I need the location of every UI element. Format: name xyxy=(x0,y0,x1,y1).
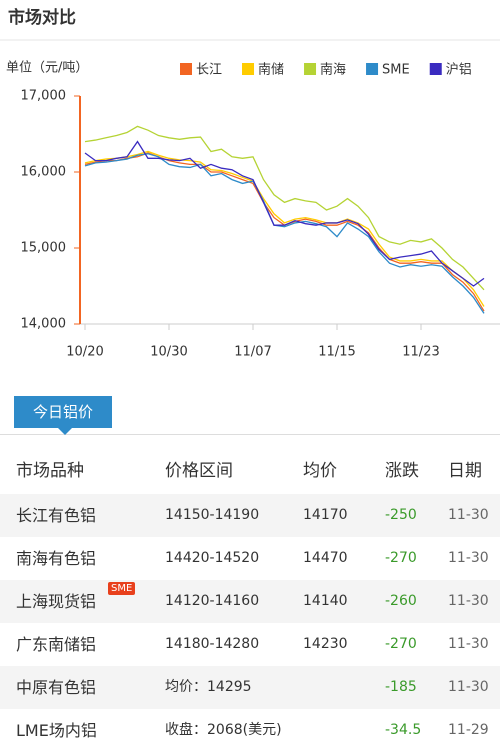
table-cell: 11-30 xyxy=(448,636,489,652)
table-cell: 14420-14520 xyxy=(165,550,260,566)
column-header: 日期 xyxy=(448,461,482,481)
table-cell: 11-29 xyxy=(448,722,489,738)
legend-swatch xyxy=(429,63,442,75)
table-cell: -270 xyxy=(385,550,417,566)
legend-label: 南储 xyxy=(258,62,284,78)
price-table: 市场品种 价格区间 均价 涨跌 日期长江有色铝 14150-14190 14170 -250 1… xyxy=(0,448,500,747)
x-tick-label: 10/20 xyxy=(66,345,103,360)
column-header: 市场品种 xyxy=(16,461,84,481)
table-cell: 14470 xyxy=(303,550,348,566)
column-header: 价格区间 xyxy=(165,461,233,481)
series-line xyxy=(84,125,485,291)
table-cell: -260 xyxy=(385,593,417,609)
y-tick-label: 17,000 xyxy=(21,89,67,104)
tab[interactable]: 今日铝价 xyxy=(14,396,112,435)
table-cell: -34.5 xyxy=(385,722,422,738)
table-row: 中原有色铝 均价：14295 -185 11-30 xyxy=(0,666,500,709)
table-cell: 14150-14190 xyxy=(165,507,260,523)
table-cell: -250 xyxy=(385,507,417,523)
series-line xyxy=(84,153,485,314)
table-row: LME场内铝 收盘：2068(美元) -34.5 11-29 xyxy=(0,709,500,747)
legend-label: 沪铝 xyxy=(446,62,472,78)
x-tick-label: 11/15 xyxy=(318,345,355,360)
legend-swatch xyxy=(366,63,379,75)
table-cell: 11-30 xyxy=(448,550,489,566)
table-cell: 14140 xyxy=(303,593,348,609)
table-cell: 均价：14295 xyxy=(165,679,252,695)
y-tick-label: 15,000 xyxy=(21,241,67,256)
table-cell: 11-30 xyxy=(448,507,489,523)
series-line xyxy=(84,152,485,312)
table-row: 上海现货铝 14120-14160 14140 -260 11-30 SME xyxy=(0,580,500,623)
tab-bar: 今日铝价 xyxy=(0,388,500,435)
legend-swatch xyxy=(242,63,255,75)
table-cell: 中原有色铝 xyxy=(16,678,97,697)
x-tick-label: 10/30 xyxy=(150,345,187,360)
table-header: 市场品种 价格区间 均价 涨跌 日期 xyxy=(0,448,500,494)
legend-swatch xyxy=(304,63,317,75)
x-tick-label: 11/07 xyxy=(234,345,271,360)
table-cell: 14180-14280 xyxy=(165,636,260,652)
table-cell: 南海有色铝 xyxy=(16,549,97,568)
table-cell: 长江有色铝 xyxy=(16,506,97,525)
y-axis-label: 单位（元/吨） xyxy=(6,61,88,76)
table-cell: -270 xyxy=(385,636,417,652)
table-cell: 14170 xyxy=(303,507,348,523)
series-line xyxy=(84,150,485,307)
column-header: 均价 xyxy=(303,461,337,481)
table-cell: LME场内铝 xyxy=(16,721,97,740)
legend-label: SME xyxy=(382,63,410,78)
table-cell: 收盘：2068(美元) xyxy=(165,722,282,738)
table-cell: 广东南储铝 xyxy=(16,635,97,654)
column-header: 涨跌 xyxy=(385,461,419,481)
table-cell: 上海现货铝 xyxy=(16,592,97,611)
legend-swatch xyxy=(180,63,192,75)
table-cell: 14120-14160 xyxy=(165,593,260,609)
y-tick-label: 14,000 xyxy=(21,317,67,332)
chart: 市场对比 单位（元/吨） 14,000 15,000 16,000 17,000 10/… xyxy=(0,7,500,360)
table-cell: 11-30 xyxy=(448,679,489,695)
table-cell: 11-30 xyxy=(448,593,489,609)
table-cell: -185 xyxy=(385,679,417,695)
table-cell: 14230 xyxy=(303,636,348,652)
legend-label: 南海 xyxy=(320,62,346,78)
table-row: 长江有色铝 14150-14190 14170 -250 11-30 xyxy=(0,494,500,537)
table-row: 广东南储铝 14180-14280 14230 -270 11-30 xyxy=(0,623,500,666)
table-row: 南海有色铝 14420-14520 14470 -270 11-30 xyxy=(0,537,500,580)
page-title: 市场对比 xyxy=(8,7,76,28)
y-tick-label: 16,000 xyxy=(21,165,67,180)
badge: SME xyxy=(108,582,136,595)
series-line xyxy=(84,140,485,287)
legend-label: 长江 xyxy=(196,63,222,78)
x-tick-label: 11/23 xyxy=(402,345,439,360)
